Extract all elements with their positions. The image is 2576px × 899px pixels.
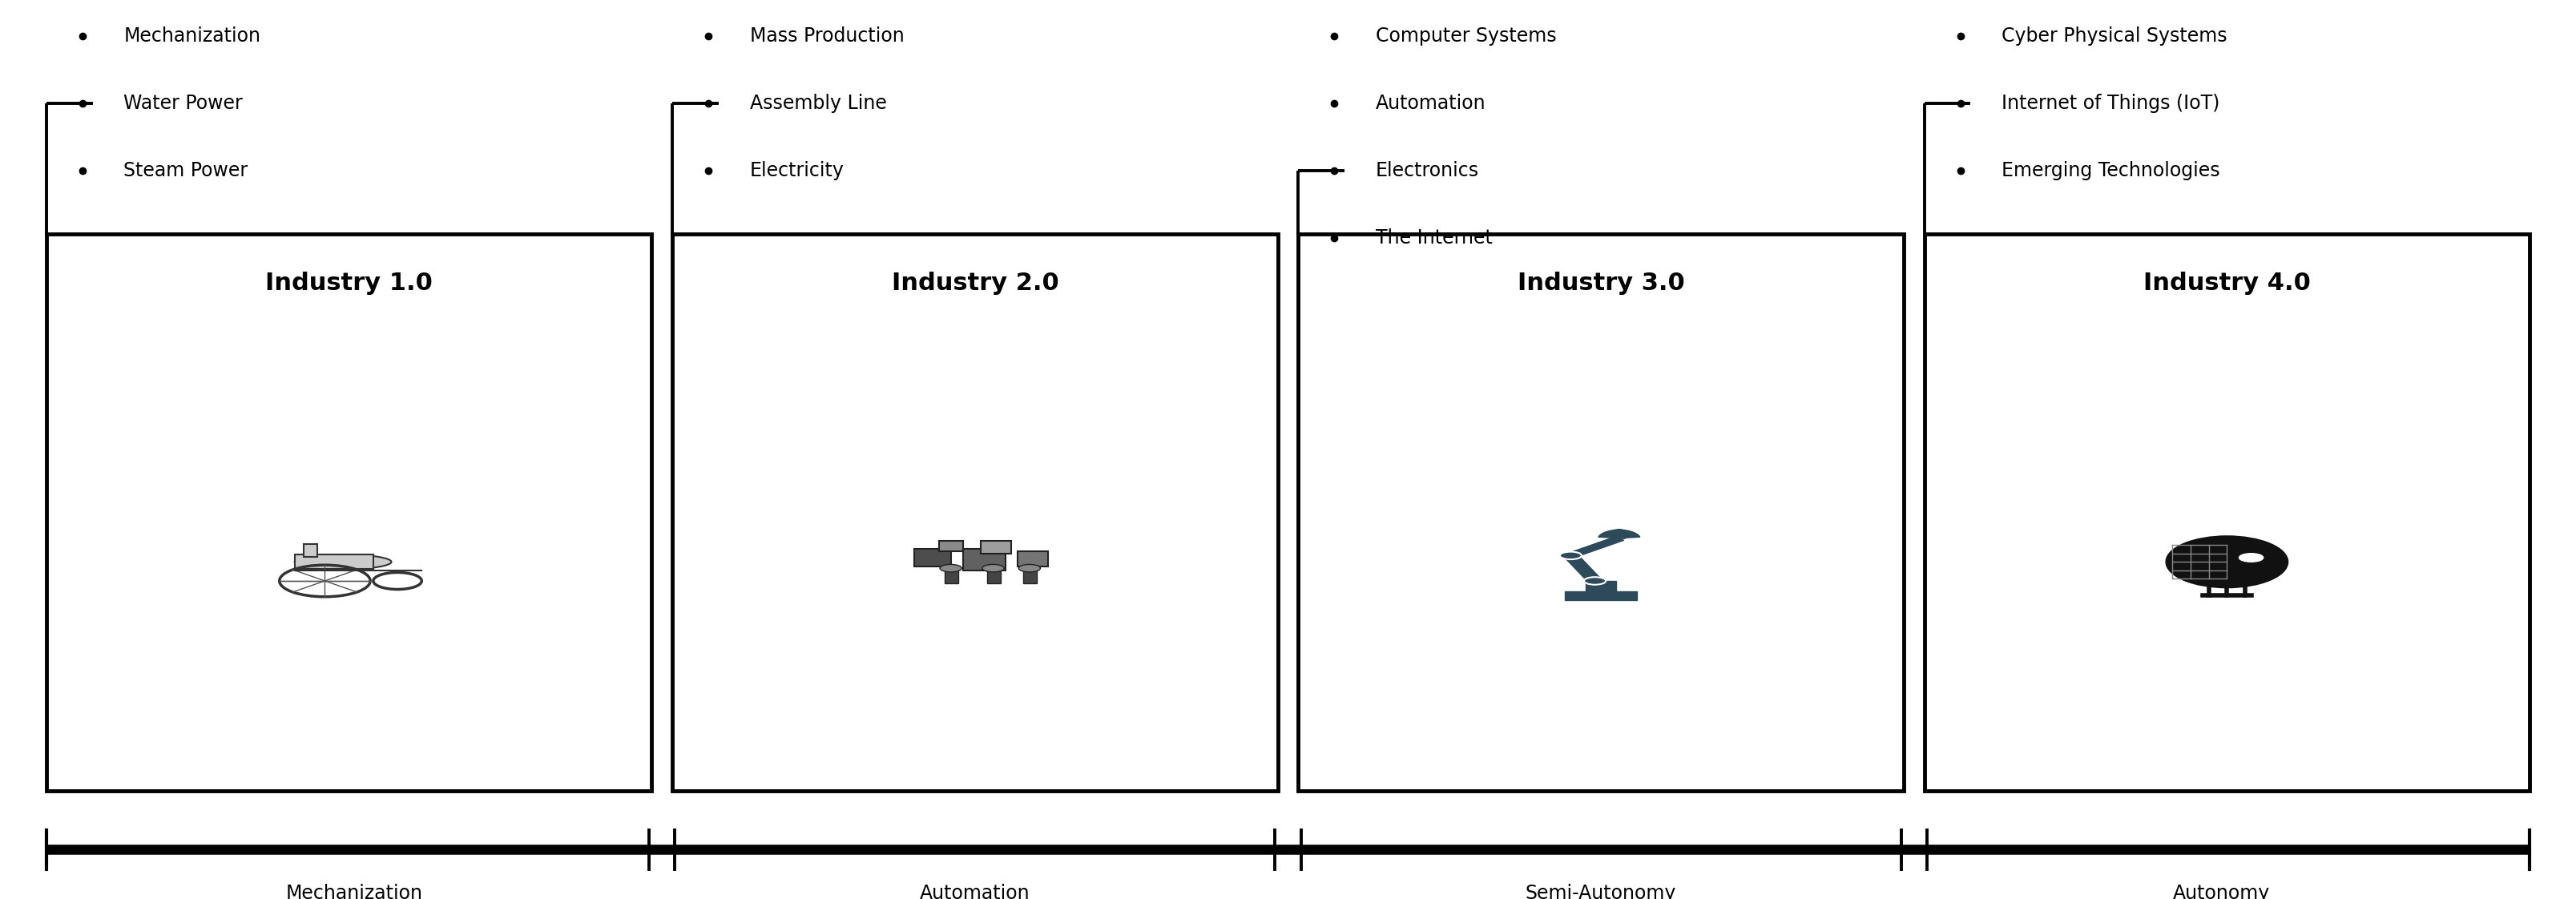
Wedge shape: [1613, 530, 1641, 539]
Circle shape: [940, 565, 961, 572]
FancyBboxPatch shape: [1924, 234, 2530, 791]
Text: The Internet: The Internet: [1376, 228, 1492, 248]
Text: Electronics: Electronics: [1376, 161, 1479, 181]
Ellipse shape: [294, 555, 392, 569]
Text: Emerging Technologies: Emerging Technologies: [2002, 161, 2221, 181]
Text: Industry 4.0: Industry 4.0: [2143, 271, 2311, 295]
Text: Electricity: Electricity: [750, 161, 845, 181]
Circle shape: [981, 565, 1005, 572]
Text: Mass Production: Mass Production: [750, 26, 904, 46]
Text: Mechanization: Mechanization: [286, 884, 422, 899]
Bar: [981, 540, 1012, 554]
FancyArrow shape: [1564, 555, 1602, 582]
Bar: [294, 555, 374, 569]
Text: Steam Power: Steam Power: [124, 161, 247, 181]
Circle shape: [1018, 565, 1041, 572]
Bar: [945, 568, 958, 583]
Bar: [914, 549, 951, 566]
Bar: [1023, 568, 1036, 583]
FancyBboxPatch shape: [46, 234, 652, 791]
Text: Industry 2.0: Industry 2.0: [891, 271, 1059, 295]
Text: Internet of Things (IoT): Internet of Things (IoT): [2002, 93, 2221, 113]
Bar: [304, 544, 317, 556]
Circle shape: [1561, 552, 1582, 559]
FancyBboxPatch shape: [672, 234, 1278, 791]
Text: Automation: Automation: [920, 884, 1030, 899]
Text: Mechanization: Mechanization: [124, 26, 260, 46]
Text: Water Power: Water Power: [124, 93, 242, 113]
Circle shape: [1584, 577, 1605, 584]
Bar: [1564, 592, 1638, 600]
Circle shape: [2239, 554, 2264, 562]
Text: Assembly Line: Assembly Line: [750, 93, 886, 113]
Bar: [987, 568, 999, 583]
Text: Cyber Physical Systems: Cyber Physical Systems: [2002, 26, 2228, 46]
Bar: [938, 541, 963, 551]
FancyArrow shape: [1566, 537, 1623, 557]
Text: Automation: Automation: [1376, 93, 1486, 113]
Text: Industry 1.0: Industry 1.0: [265, 271, 433, 295]
Ellipse shape: [2166, 537, 2287, 587]
Text: Industry 3.0: Industry 3.0: [1517, 271, 1685, 295]
Wedge shape: [1597, 530, 1625, 539]
Text: Autonomy: Autonomy: [2174, 884, 2269, 899]
FancyBboxPatch shape: [1298, 234, 1904, 791]
Bar: [1018, 551, 1048, 566]
Text: Semi-Autonomy: Semi-Autonomy: [1525, 884, 1677, 899]
Bar: [963, 549, 1005, 570]
Text: Computer Systems: Computer Systems: [1376, 26, 1556, 46]
Bar: [1587, 581, 1615, 592]
